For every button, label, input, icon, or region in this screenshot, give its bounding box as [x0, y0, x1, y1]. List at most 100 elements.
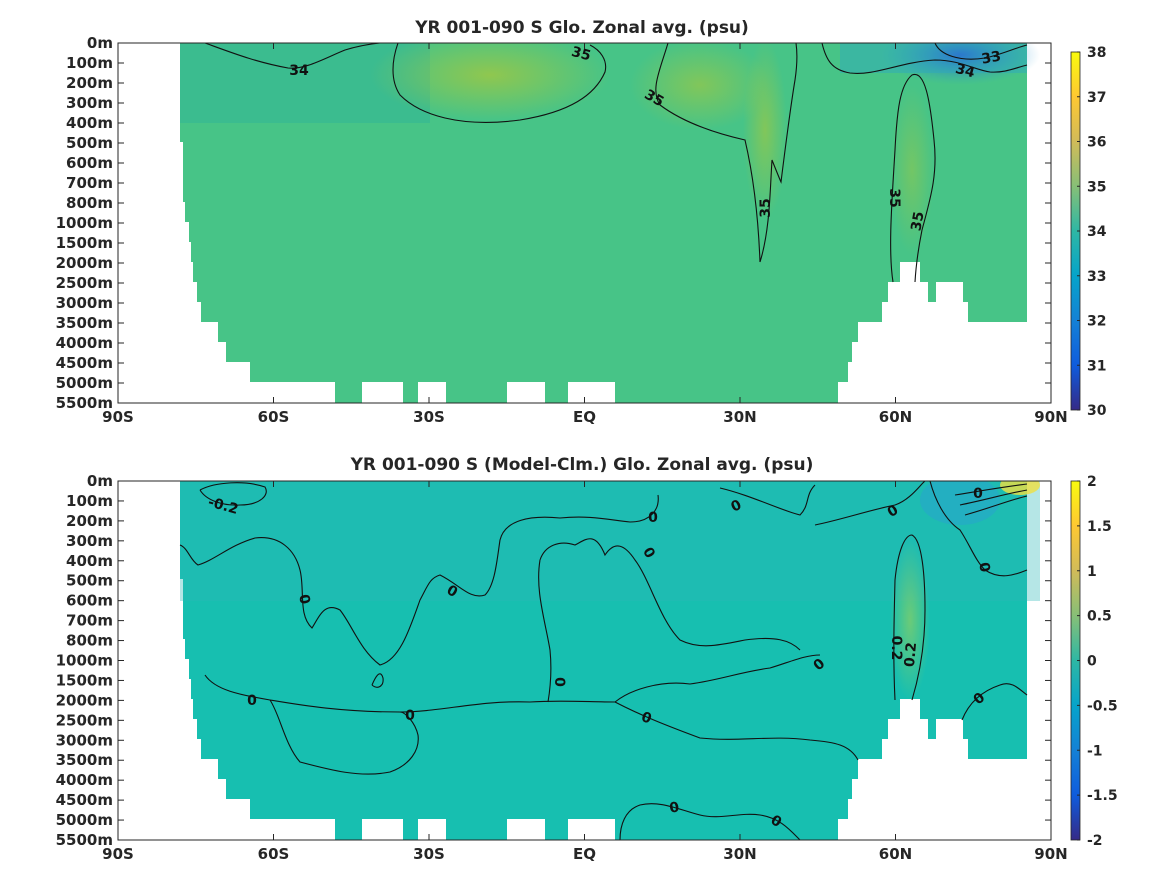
contour-label: 0.2	[888, 636, 904, 661]
contour-label: 35	[570, 44, 593, 64]
y-tick-label: 4500m	[56, 791, 113, 809]
contour-0-arctic	[929, 481, 1028, 577]
y-tick-label: 400m	[66, 114, 113, 132]
colorbar-tick-label: 1.5	[1087, 519, 1112, 535]
y-tick-label: 800m	[66, 194, 113, 212]
y-tick-label: 700m	[66, 612, 113, 630]
contour-label: 35	[758, 198, 774, 217]
y-tick-label: 1500m	[56, 671, 113, 689]
contour-0-arctic-2	[961, 683, 1028, 721]
y-tick-label: 5500m	[56, 831, 113, 849]
contour-34-south	[204, 43, 381, 69]
y-tick-label: 800m	[66, 632, 113, 650]
contour-0-mid	[614, 701, 859, 761]
x-tick-label: 60N	[879, 845, 912, 863]
colorbar-tick-label: 34	[1087, 224, 1107, 240]
colorbar-tick-label: 2	[1087, 474, 1097, 490]
panel-2-x-axis: 90S 60S 30S EQ 30N 60N 90N	[102, 481, 1068, 863]
contour-0-small	[371, 673, 384, 688]
contour-0-tropic	[539, 538, 801, 651]
panel-1-title: YR 001-090 S Glo. Zonal avg. (psu)	[414, 18, 749, 38]
contour-0-south	[179, 494, 659, 666]
colorbar-tick-label: 31	[1087, 358, 1106, 374]
x-tick-label: 30S	[413, 408, 445, 426]
salty-core-south	[370, 43, 610, 120]
colorbar-tick-label: 37	[1087, 90, 1106, 106]
y-tick-label: 700m	[66, 174, 113, 192]
panel-1: YR 001-090 S Glo. Zonal avg. (psu) 34 35…	[56, 18, 1107, 426]
contour-label: 0	[247, 693, 257, 709]
y-tick-label: 1500m	[56, 234, 113, 252]
contour-0-tropic-2	[538, 559, 552, 703]
contour-34-arctic	[821, 43, 1028, 74]
contour-label: 0	[973, 486, 983, 502]
panel-2-y-axis: 0m 100m 200m 300m 400m 500m 600m 700m 800m 1000m1…	[56, 472, 1051, 849]
colorbar-tick-label: 36	[1087, 135, 1106, 151]
x-tick-label: 30N	[723, 408, 756, 426]
contour-label: 35	[908, 210, 927, 232]
contour-0-north-2	[814, 481, 926, 526]
negative-anomaly-arctic	[920, 481, 1000, 525]
y-tick-label: 600m	[66, 154, 113, 172]
colorbar-tick-label: 0	[1087, 654, 1097, 670]
y-tick-label: 3000m	[56, 731, 113, 749]
y-tick-label: 3500m	[56, 314, 113, 332]
colorbar-tick-label: 1	[1087, 564, 1097, 580]
contour-label: 0	[975, 561, 992, 574]
colorbar-tick-label: 30	[1087, 403, 1107, 419]
y-tick-label: 5000m	[56, 811, 113, 829]
x-tick-label: 90N	[1034, 408, 1067, 426]
y-tick-label: 3000m	[56, 294, 113, 312]
panel-1-y-axis: 0m 100m 200m 300m 400m 500m 600m 700m 800m 1000m 1…	[56, 34, 1051, 412]
x-tick-label: 60N	[879, 408, 912, 426]
x-tick-label: 90S	[102, 845, 134, 863]
y-tick-label: 600m	[66, 592, 113, 610]
contour-label: 0	[668, 799, 681, 816]
contour-label: 35	[886, 188, 902, 207]
contour-arctic-stack	[954, 483, 1028, 516]
contour-label: 0	[648, 510, 658, 526]
contour-label: 34	[289, 63, 309, 79]
y-tick-label: 4500m	[56, 354, 113, 372]
y-tick-label: 2500m	[56, 711, 113, 729]
x-tick-label: 90N	[1034, 845, 1067, 863]
y-tick-label: 2000m	[56, 254, 113, 272]
contour-label: 34	[954, 61, 977, 82]
colorbar-tick-label: -1	[1087, 743, 1103, 759]
contour-0-deep-2	[269, 699, 419, 775]
colorbar-tick-label: 0.5	[1087, 609, 1112, 625]
x-tick-label: 90S	[102, 408, 134, 426]
x-tick-label: EQ	[573, 408, 596, 426]
colorbar-tick-label: -0.5	[1087, 698, 1118, 714]
contour-neg02	[199, 482, 267, 506]
y-tick-label: 500m	[66, 572, 113, 590]
y-tick-label: 4000m	[56, 771, 113, 789]
y-tick-label: 500m	[66, 134, 113, 152]
contour-label: 0.2	[902, 642, 920, 668]
panel-1-field: 34 35 35 33 34 35 35 35	[180, 43, 1040, 403]
colorbar-tick-label: 33	[1087, 269, 1106, 285]
y-tick-label: 200m	[66, 512, 113, 530]
panel-2-colorbar-ticks: 2 1.5 1 0.5 0 -0.5 -1 -1.5 -2	[1077, 474, 1118, 849]
y-tick-label: 2000m	[56, 691, 113, 709]
y-tick-label: 1000m	[56, 652, 113, 670]
y-tick-label: 5000m	[56, 374, 113, 392]
y-tick-label: 5500m	[56, 394, 113, 412]
contour-0-abyssal	[619, 803, 801, 840]
y-tick-label: 0m	[87, 472, 113, 490]
contour-label: 0	[295, 593, 312, 606]
positive-anomaly-arctic	[1000, 481, 1040, 495]
contour-label: 0	[405, 708, 415, 724]
x-tick-label: 30N	[723, 845, 756, 863]
y-tick-label: 4000m	[56, 334, 113, 352]
contour-0-north	[719, 484, 816, 516]
arctic-surface	[840, 43, 1027, 73]
y-tick-label: 100m	[66, 492, 113, 510]
y-tick-label: 200m	[66, 74, 113, 92]
panel-2: YR 001-090 S (Model-Clm.) Glo. Zonal avg…	[56, 455, 1118, 863]
contour-35-subtropical	[392, 43, 607, 123]
y-tick-label: 3500m	[56, 751, 113, 769]
contour-label: 33	[980, 48, 1002, 67]
y-tick-label: 100m	[66, 54, 113, 72]
